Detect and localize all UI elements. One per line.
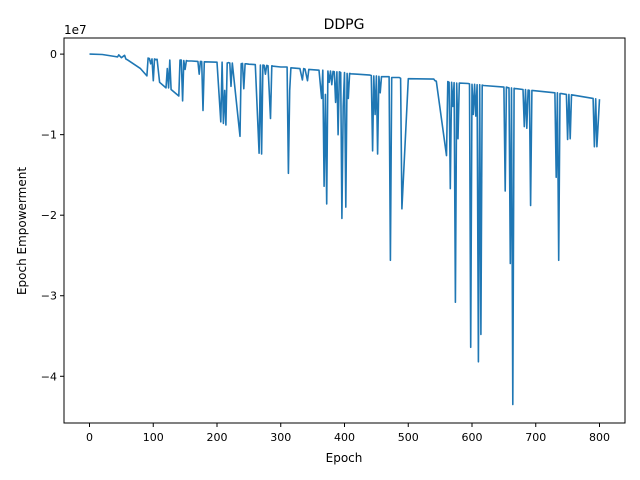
x-axis-ticks: 0 100 200 300 400 500 600 700 800 [86, 423, 610, 444]
y-tick-label: −2 [41, 209, 57, 222]
x-tick-label: 100 [143, 431, 164, 444]
x-tick-label: 500 [398, 431, 419, 444]
x-tick-label: 0 [86, 431, 93, 444]
x-tick-label: 200 [207, 431, 228, 444]
y-tick-label: 0 [50, 48, 57, 61]
y-tick-label: −3 [41, 290, 57, 303]
x-tick-label: 300 [270, 431, 291, 444]
y-tick-label: −4 [41, 370, 57, 383]
x-tick-label: 800 [589, 431, 610, 444]
y-axis-ticks: 0 −1 −2 −3 −4 [41, 48, 64, 383]
x-tick-label: 700 [525, 431, 546, 444]
x-tick-label: 600 [462, 431, 483, 444]
x-tick-label: 400 [334, 431, 355, 444]
y-tick-label: −1 [41, 129, 57, 142]
chart-title: DDPG [324, 17, 365, 33]
x-axis-label: Epoch [326, 451, 363, 465]
y-axis-label: Epoch Empowerment [15, 167, 29, 295]
y-axis-offset-label: 1e7 [64, 23, 87, 37]
series-line [89, 53, 601, 406]
